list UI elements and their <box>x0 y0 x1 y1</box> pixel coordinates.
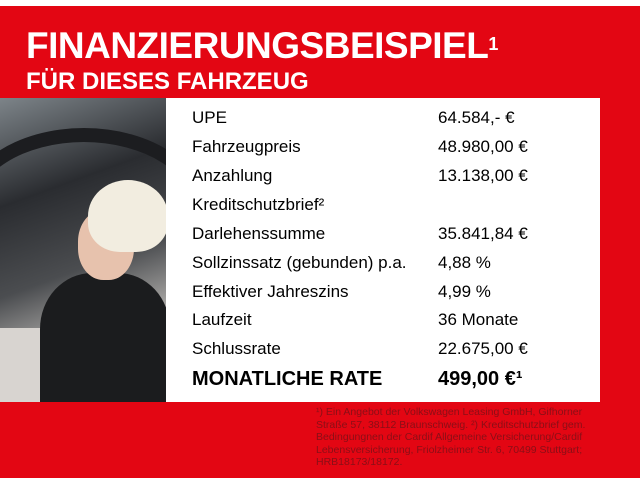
row-value: 48.980,00 € <box>438 137 528 156</box>
woman-in-car-photo <box>0 98 166 402</box>
row-label: UPE <box>192 108 227 127</box>
row-value: 35.841,84 € <box>438 224 528 243</box>
monthly-rate-row: MONATLICHE RATE 499,00 €¹ <box>192 365 592 393</box>
page-subtitle: FÜR DIESES FAHRZEUG <box>26 68 309 95</box>
table-row: Laufzeit 36 Monate <box>192 306 592 334</box>
row-value: 22.675,00 € <box>438 339 528 358</box>
row-label: Darlehenssumme <box>192 224 326 243</box>
table-row: Sollzinssatz (gebunden) p.a. 4,88 % <box>192 249 592 277</box>
row-value: 4,99 % <box>438 282 491 301</box>
page-title: FINANZIERUNGSBEISPIEL1 <box>26 26 498 66</box>
row-label: Kreditschutzbrief² <box>192 195 325 214</box>
row-label: Schlussrate <box>192 339 281 358</box>
title-text: FINANZIERUNGSBEISPIEL <box>26 25 489 66</box>
row-label: Fahrzeugpreis <box>192 137 301 156</box>
row-value: 13.138,00 € <box>438 166 528 185</box>
row-value: 36 Monate <box>438 310 519 329</box>
footnote: ¹) Ein Angebot der Volkswagen Leasing Gm… <box>316 406 586 468</box>
row-value: 4,88 % <box>438 253 491 272</box>
row-label: Sollzinssatz (gebunden) p.a. <box>192 253 407 272</box>
table-row: UPE 64.584,- € <box>192 104 592 132</box>
table-row: Kreditschutzbrief² <box>192 191 592 219</box>
table-row: Schlussrate 22.675,00 € <box>192 335 592 363</box>
table-row: Anzahlung 13.138,00 € <box>192 162 592 190</box>
table-row: Darlehenssumme 35.841,84 € <box>192 220 592 248</box>
table-row: Fahrzeugpreis 48.980,00 € <box>192 133 592 161</box>
row-label: Effektiver Jahreszins <box>192 282 349 301</box>
title-footnote-mark: 1 <box>488 34 498 54</box>
row-label: Laufzeit <box>192 310 252 329</box>
table-row: Effektiver Jahreszins 4,99 % <box>192 278 592 306</box>
financing-table: UPE 64.584,- € Fahrzeugpreis 48.980,00 € A… <box>166 98 600 402</box>
monthly-rate-value: 499,00 €¹ <box>438 368 523 390</box>
monthly-rate-label: MONATLICHE RATE <box>192 368 383 390</box>
row-label: Anzahlung <box>192 166 273 185</box>
row-value: 64.584,- € <box>438 108 515 127</box>
